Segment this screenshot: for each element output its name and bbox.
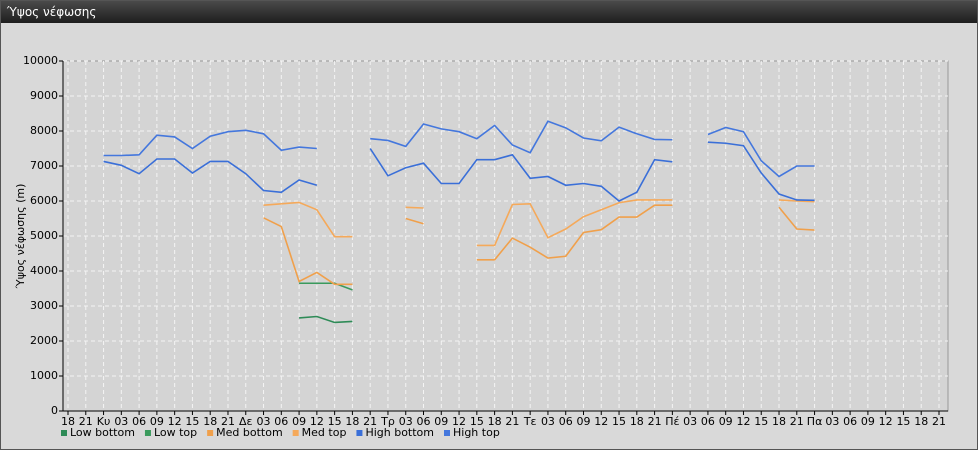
x-tick-label: 09 [719,415,733,428]
series-line [299,315,353,324]
x-tick-label: 09 [861,415,875,428]
series-line [103,141,815,202]
legend-label: Low bottom [70,426,135,439]
x-tick-label: 15 [896,415,910,428]
x-tick-label: 03 [399,415,413,428]
x-tick-label: 09 [292,415,306,428]
x-tick-label: 21 [363,415,377,428]
legend-label: Med top [302,426,347,439]
legend-label: High top [453,426,500,439]
series-line [263,199,815,247]
y-tick-label: 7000 [30,159,58,172]
x-tick-label: 06 [132,415,146,428]
y-tick-label: 9000 [30,89,58,102]
x-tick-label: 15 [754,415,768,428]
x-tick-label: 18 [345,415,359,428]
legend-swatch [292,430,299,436]
x-tick-label: Τε [523,415,537,428]
legend-swatch [61,430,67,436]
x-tick-label: 12 [879,415,893,428]
y-tick-label: 2000 [30,334,58,347]
x-tick-label: 12 [310,415,324,428]
x-tick-label: 18 [772,415,786,428]
x-tick-label: 03 [114,415,128,428]
x-tick-label: 12 [168,415,182,428]
series-line [263,204,815,286]
x-tick-label: Πέ [665,415,679,428]
x-tick-label: 18 [914,415,928,428]
x-tick-label: 18 [61,415,75,428]
x-tick-label: 21 [932,415,946,428]
x-tick-label: 18 [630,415,644,428]
x-tick-label: Τρ [380,415,395,428]
y-tick-label: 3000 [30,299,58,312]
x-tick-label: 09 [150,415,164,428]
x-tick-label: 18 [488,415,502,428]
series-line [103,120,815,178]
y-tick-label: 0 [51,404,58,417]
x-tick-label: 15 [185,415,199,428]
x-tick-label: 06 [274,415,288,428]
x-tick-label: 18 [203,415,217,428]
x-tick-label: 09 [434,415,448,428]
legend-swatch [356,430,363,436]
x-tick-label: 21 [221,415,235,428]
y-tick-label: 10000 [23,54,58,67]
x-tick-label: 06 [559,415,573,428]
x-tick-label: 06 [701,415,715,428]
x-tick-label: Δε [239,415,253,428]
y-axis-label: Ύψος νέφωσης (m) [14,184,27,290]
y-tick-label: 1000 [30,369,58,382]
x-tick-label: Κυ [97,415,111,428]
x-tick-label: 09 [576,415,590,428]
x-tick-label: 03 [825,415,839,428]
x-tick-label: 15 [328,415,342,428]
legend-label: Low top [154,426,197,439]
legend-swatch [144,430,151,436]
x-tick-label: 03 [541,415,555,428]
legend-swatch [207,430,214,436]
legend-swatch [444,430,450,436]
x-tick-label: 06 [417,415,431,428]
x-tick-label: 12 [452,415,466,428]
x-tick-label: 21 [648,415,662,428]
title-bar: Ύψος νέφωσης [1,1,977,23]
x-tick-label: 21 [790,415,804,428]
x-tick-label: 21 [505,415,519,428]
x-tick-label: 15 [470,415,484,428]
legend-label: Med bottom [216,426,283,439]
y-tick-label: 4000 [30,264,58,277]
y-tick-label: 8000 [30,124,58,137]
x-tick-label: Πα [807,415,823,428]
x-tick-label: 15 [612,415,626,428]
x-tick-label: 03 [683,415,697,428]
x-tick-label: 21 [79,415,93,428]
chart: Ύψος νέφωσης (m) 0 1000 2000 3000 4000 5000 60… [14,54,949,439]
y-tick-label: 6000 [30,194,58,207]
legend-label: High bottom [365,426,434,439]
x-tick-label: 06 [843,415,857,428]
x-tick-label: 03 [257,415,271,428]
series-line [299,282,353,291]
y-tick-label: 5000 [30,229,58,242]
x-tick-label: 12 [736,415,750,428]
x-tick-label: 12 [594,415,608,428]
